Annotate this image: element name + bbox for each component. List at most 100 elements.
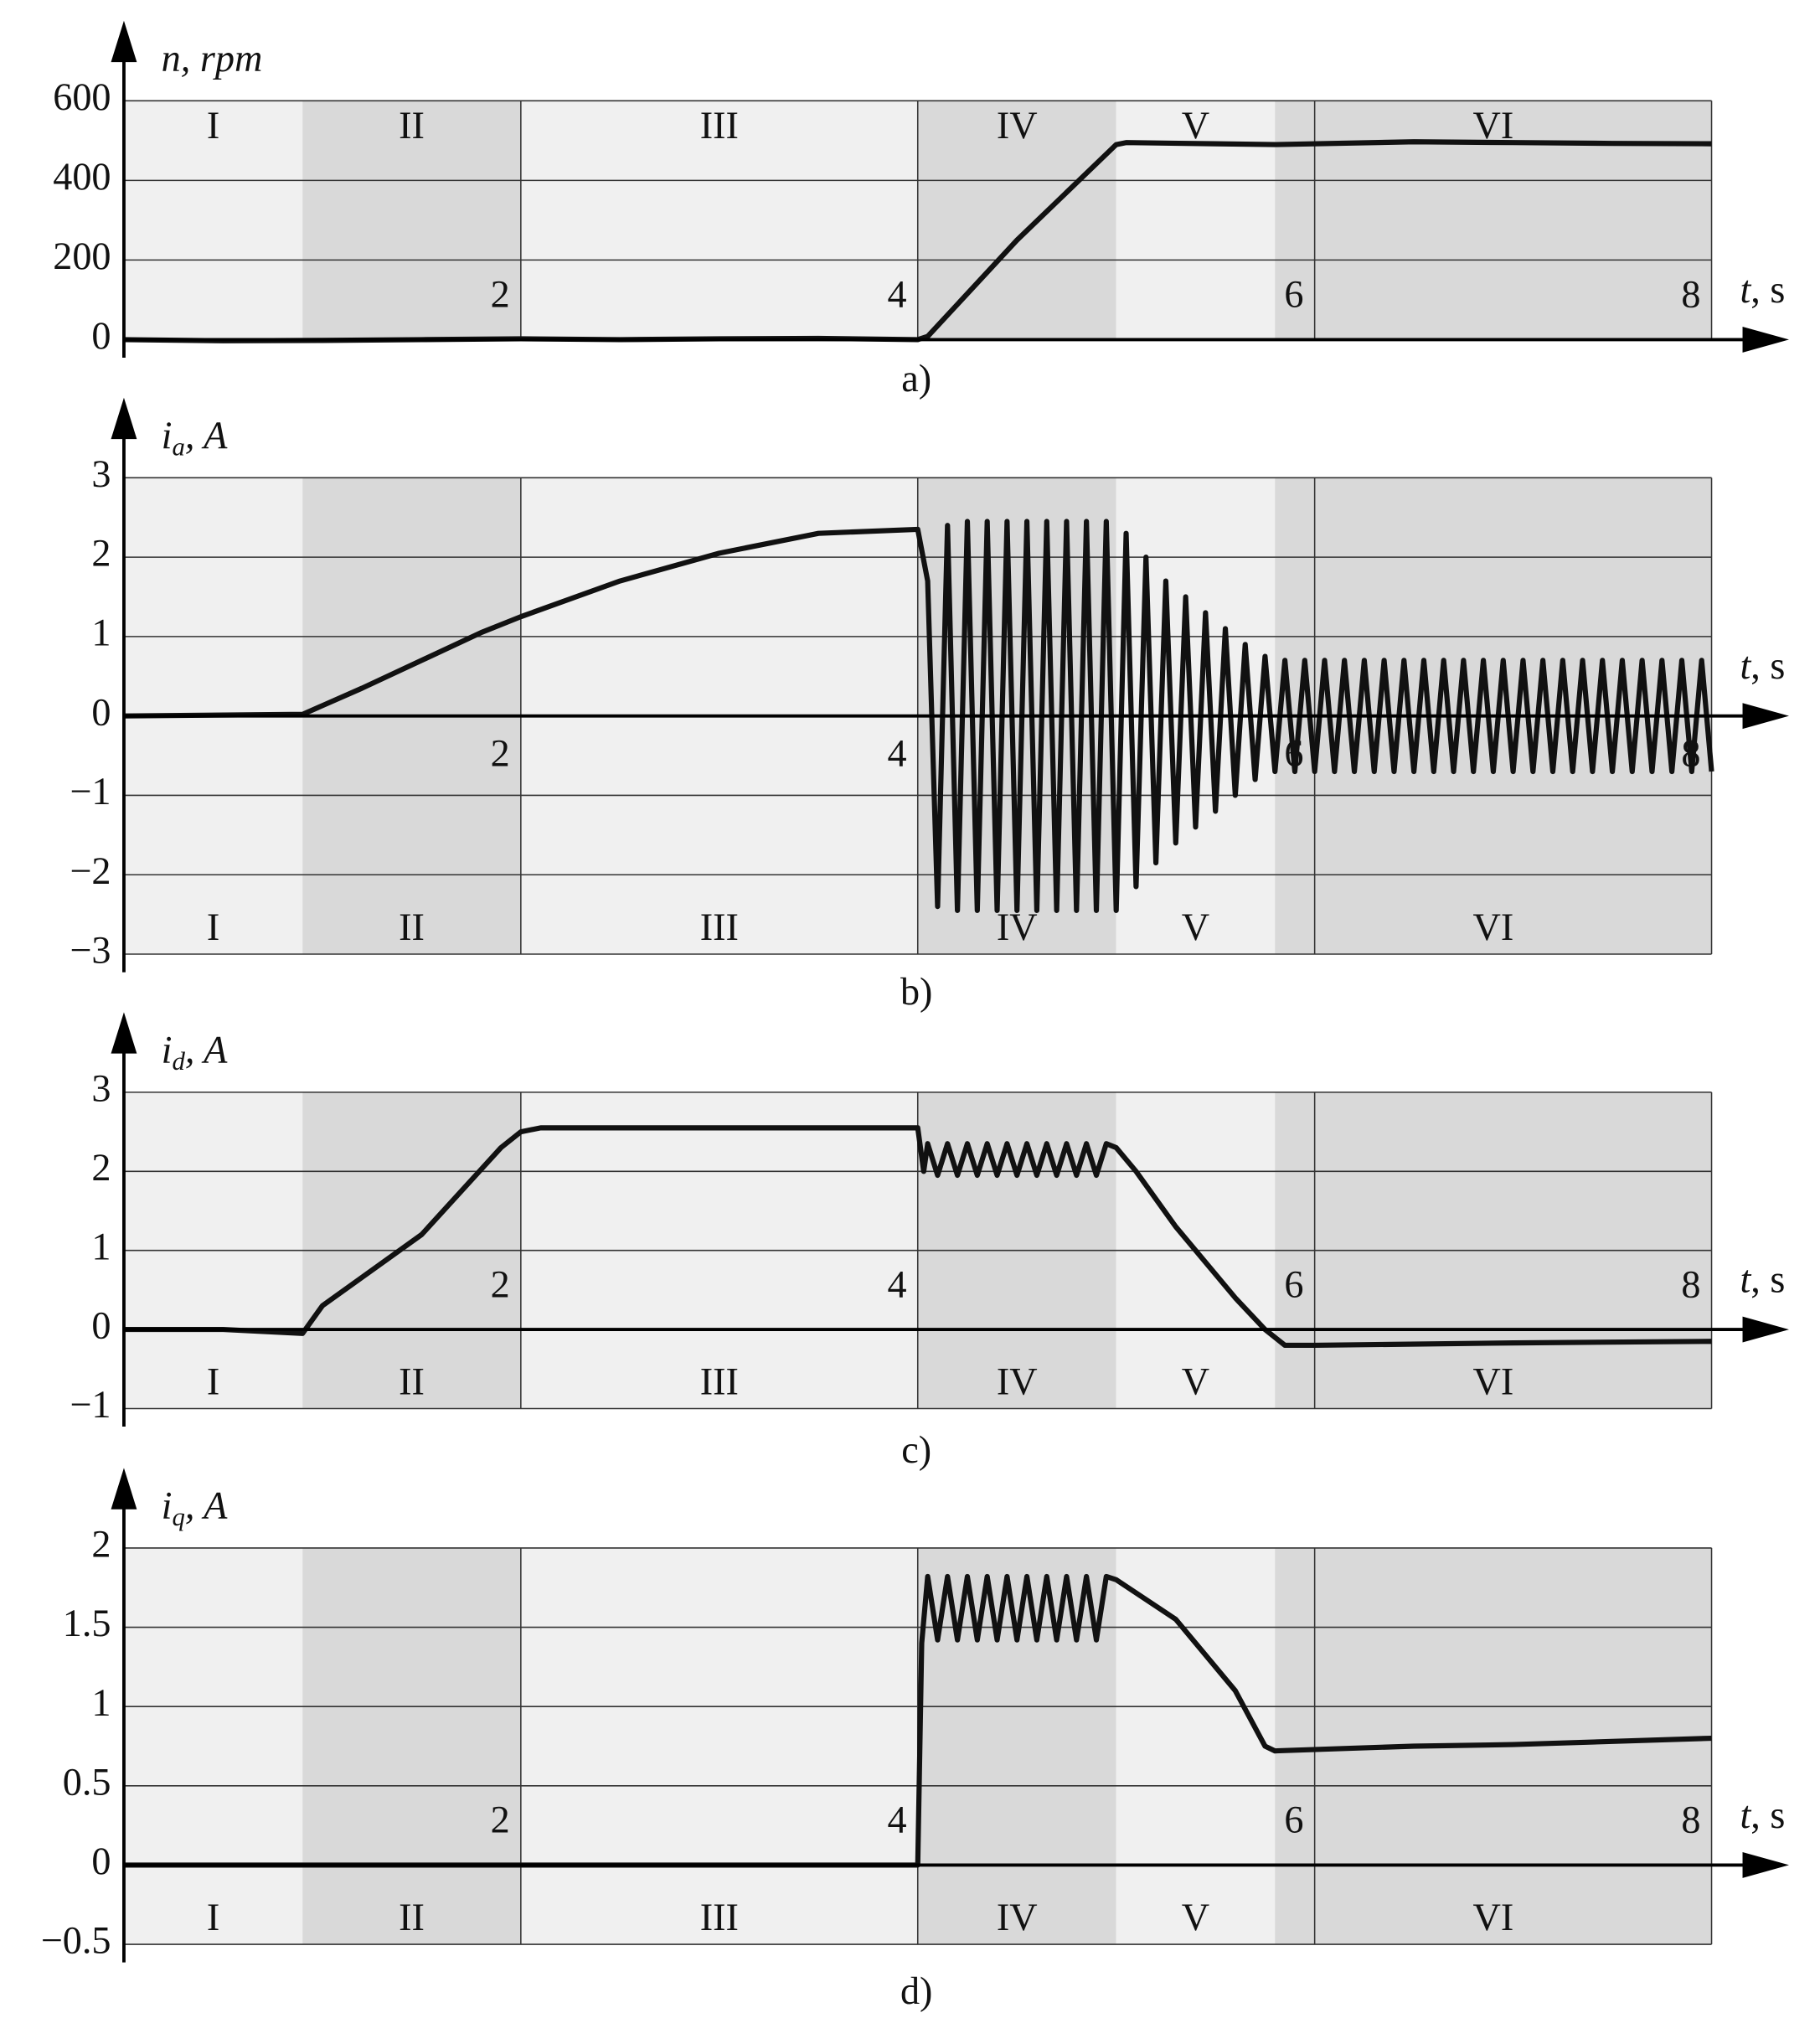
y-tick-label: 3 (91, 1067, 111, 1110)
y-tick-label: 200 (53, 235, 111, 277)
y-tick-label: 400 (53, 155, 111, 198)
region-label: V (1182, 1360, 1209, 1402)
x-label-unit: , s (1750, 1257, 1785, 1300)
y-label-unit: , A (185, 1484, 228, 1526)
y-axis-label: ia, A (162, 414, 229, 462)
y-tick-label: 0 (91, 690, 111, 733)
y-tick-label: −3 (70, 929, 111, 972)
region-label: II (399, 104, 425, 147)
y-tick-label: 0 (91, 1840, 111, 1882)
x-tick-label: 2 (491, 273, 510, 316)
data-line (123, 519, 1714, 913)
y-tick-label: 600 (53, 75, 111, 118)
y-label-subscript: a (172, 432, 184, 461)
panel-caption: b) (900, 970, 933, 1013)
x-axis-label: t, s (1740, 268, 1785, 311)
region-shade (520, 101, 918, 340)
y-tick-label: 0.5 (63, 1760, 111, 1803)
region-shade (917, 101, 1116, 340)
y-axis-arrow (111, 1012, 137, 1054)
region-label: V (1182, 1896, 1209, 1938)
y-axis-arrow (111, 1468, 137, 1510)
panel-caption: c) (901, 1428, 931, 1471)
region-shade (917, 1547, 1116, 1945)
y-tick-label: −2 (70, 849, 111, 892)
region-label: III (700, 104, 739, 147)
y-tick-label: 1.5 (63, 1602, 111, 1644)
y-axis-label: iq, A (162, 1484, 229, 1531)
region-label: IV (997, 1896, 1038, 1938)
y-tick-label: −1 (70, 1383, 111, 1426)
region-label: I (207, 1360, 219, 1402)
y-label-text: n, rpm (162, 37, 263, 80)
x-tick-label: 2 (491, 1799, 510, 1841)
y-label-symbol: i (162, 1484, 173, 1526)
region-label: II (399, 906, 425, 948)
x-label-symbol: t (1740, 644, 1751, 687)
region-shade (302, 101, 521, 340)
x-tick-label: 8 (1681, 273, 1700, 316)
region-label: I (207, 104, 219, 147)
region-shade (1116, 1547, 1276, 1945)
y-tick-label: 2 (91, 532, 111, 575)
x-label-symbol: t (1740, 268, 1751, 311)
x-tick-label: 4 (888, 1799, 907, 1841)
panel-caption: d) (900, 1969, 933, 2012)
x-axis-arrow (1742, 703, 1790, 730)
x-tick-label: 8 (1681, 1799, 1700, 1841)
x-axis-label: t, s (1740, 1257, 1785, 1300)
x-axis-arrow (1742, 1316, 1790, 1343)
x-axis-label: t, s (1740, 644, 1785, 687)
region-label: I (207, 1896, 219, 1938)
x-label-symbol: t (1740, 1793, 1751, 1836)
y-tick-label: 1 (91, 1681, 111, 1724)
x-tick-label: 4 (888, 1262, 907, 1305)
y-tick-label: 2 (91, 1523, 111, 1566)
region-shade (520, 1547, 918, 1945)
region-label: V (1182, 906, 1209, 948)
data-line (123, 1573, 1712, 1868)
region-label: IV (997, 1360, 1038, 1402)
y-tick-label: −1 (70, 770, 111, 813)
region-label: VI (1473, 104, 1514, 147)
region-label: V (1182, 104, 1209, 147)
data-line (123, 1125, 1712, 1349)
x-tick-label: 4 (888, 273, 907, 316)
x-axis-arrow (1742, 1852, 1790, 1878)
y-axis-label: id, A (162, 1028, 229, 1076)
region-shade (123, 101, 303, 340)
region-label: I (207, 906, 219, 948)
region-label: III (700, 1896, 739, 1938)
y-axis-arrow (111, 20, 137, 63)
x-axis-label: t, s (1740, 1793, 1785, 1836)
region-label: VI (1473, 1360, 1514, 1402)
x-tick-label: 6 (1284, 1799, 1303, 1841)
x-tick-label: 4 (888, 732, 907, 775)
x-label-symbol: t (1740, 1257, 1751, 1300)
region-label: II (399, 1360, 425, 1402)
region-shade (123, 1547, 303, 1945)
region-label: IV (997, 104, 1038, 147)
region-label: VI (1473, 1896, 1514, 1938)
y-tick-label: 1 (91, 611, 111, 653)
region-label: II (399, 1896, 425, 1938)
x-label-unit: , s (1750, 1793, 1785, 1836)
y-label-subscript: q (172, 1503, 184, 1531)
y-tick-label: 1 (91, 1225, 111, 1267)
x-tick-label: 2 (491, 1262, 510, 1305)
region-shade (302, 1547, 521, 1945)
x-label-unit: , s (1750, 644, 1785, 687)
y-axis-label: n, rpm (162, 37, 263, 80)
y-label-symbol: i (162, 414, 173, 457)
region-label: VI (1473, 906, 1514, 948)
y-label-symbol: i (162, 1028, 173, 1071)
x-tick-label: 6 (1284, 1262, 1303, 1305)
y-tick-label: −0.5 (41, 1919, 111, 1962)
y-tick-label: 3 (91, 452, 111, 495)
y-tick-label: 2 (91, 1146, 111, 1189)
region-label: III (700, 1360, 739, 1402)
y-tick-label: 0 (91, 1304, 111, 1347)
region-label: III (700, 906, 739, 948)
y-label-subscript: d (172, 1047, 185, 1076)
